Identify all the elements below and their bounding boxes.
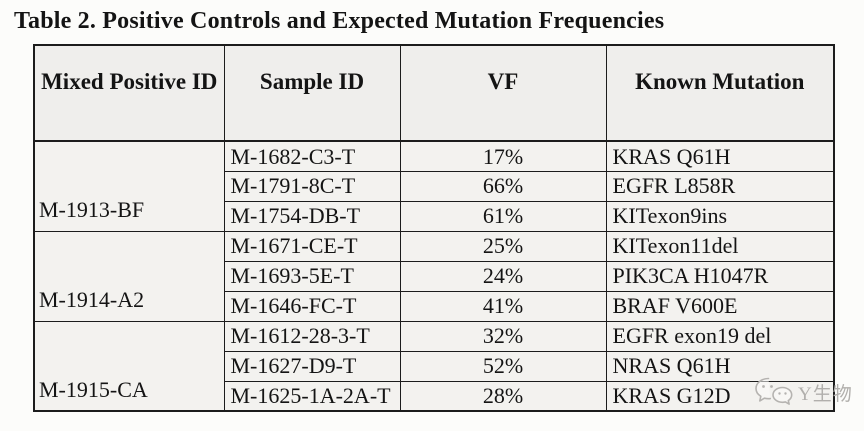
known-mutation-cell: EGFR exon19 del	[605, 320, 835, 352]
vf-cell: 66%	[399, 170, 607, 202]
vf-cell: 32%	[399, 320, 607, 352]
known-mutation-cell: KRAS Q61H	[605, 140, 835, 172]
mixed-positive-id-cell: M-1913-BF	[33, 140, 225, 232]
table-row: M-1915-CA M-1612-28-3-T 32% EGFR exon19 …	[33, 320, 835, 412]
vf-cell: 28%	[399, 380, 607, 412]
vf-cell: 52%	[399, 350, 607, 382]
col-header-vf: VF	[399, 44, 607, 142]
table-row: M-1693-5E-T 24% PIK3CA H1047R	[34, 260, 835, 292]
sample-id-cell: M-1627-D9-T	[223, 350, 401, 382]
table-row: M-1914-A2 M-1671-CE-T 25% KITexon11del	[33, 230, 835, 322]
sample-id-cell: M-1671-CE-T	[223, 230, 401, 262]
col-header-sample-id: Sample ID	[223, 44, 401, 142]
page-title: Table 2. Positive Controls and Expected …	[14, 8, 665, 34]
known-mutation-cell: NRAS Q61H	[605, 350, 835, 382]
vf-cell: 25%	[399, 230, 607, 262]
known-mutation-cell: KITexon9ins	[605, 200, 835, 232]
sample-id-cell: M-1693-5E-T	[223, 260, 401, 292]
known-mutation-cell: PIK3CA H1047R	[605, 260, 835, 292]
mixed-positive-id-cell: M-1914-A2	[33, 230, 225, 322]
table-row: M-1627-D9-T 52% NRAS Q61H	[34, 350, 835, 382]
sample-id-cell: M-1791-8C-T	[223, 170, 401, 202]
sample-id-cell: M-1612-28-3-T	[223, 320, 401, 352]
known-mutation-cell: BRAF V600E	[605, 290, 835, 322]
positive-controls-table: Mixed Positive ID Sample ID VF Known Mut…	[33, 44, 835, 412]
table-row: M-1646-FC-T 41% BRAF V600E	[34, 290, 835, 322]
table-header-row: Mixed Positive ID Sample ID VF Known Mut…	[33, 44, 835, 142]
sample-id-cell: M-1646-FC-T	[223, 290, 401, 322]
table-row: M-1754-DB-T 61% KITexon9ins	[34, 200, 835, 232]
table-row: M-1625-1A-2A-T 28% KRAS G12D	[34, 380, 835, 412]
known-mutation-cell: KITexon11del	[605, 230, 835, 262]
vf-cell: 61%	[399, 200, 607, 232]
watermark-text: Y生物	[798, 383, 853, 405]
sample-id-cell: M-1625-1A-2A-T	[223, 380, 401, 412]
sample-id-cell: M-1754-DB-T	[223, 200, 401, 232]
known-mutation-cell: EGFR L858R	[605, 170, 835, 202]
col-header-mixed-positive-id: Mixed Positive ID	[33, 44, 225, 142]
mixed-positive-id-cell: M-1915-CA	[33, 320, 225, 412]
chat-bubbles-icon	[753, 376, 795, 408]
vf-cell: 24%	[399, 260, 607, 292]
table-row: M-1913-BF M-1682-C3-T 17% KRAS Q61H	[33, 140, 835, 232]
known-mutation-cell: KRAS G12D	[605, 380, 835, 412]
watermark: Y生物	[753, 376, 853, 408]
sample-id-cell: M-1682-C3-T	[223, 140, 401, 172]
table-row: M-1791-8C-T 66% EGFR L858R	[34, 170, 835, 202]
vf-cell: 41%	[399, 290, 607, 322]
vf-cell: 17%	[399, 140, 607, 172]
col-header-known-mutation: Known Mutation	[605, 44, 835, 142]
